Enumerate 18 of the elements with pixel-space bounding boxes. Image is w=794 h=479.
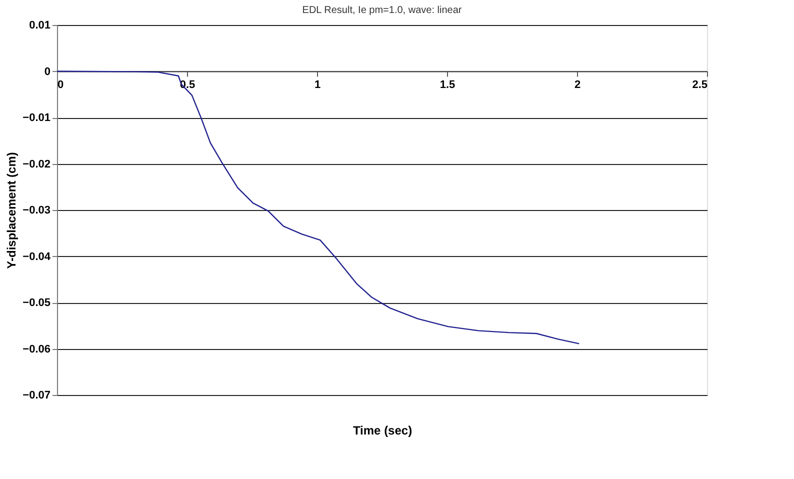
y-tick-label: 0.01 [29,20,50,32]
y-tick-label: −0.06 [22,343,50,356]
y-tick-label: 0 [44,66,50,78]
y-tick-label: −0.03 [22,204,50,216]
x-tick-label: 2 [574,78,581,91]
y-tick-label: −0.01 [22,112,50,124]
y-axis-title: Y-displacement (cm) [4,152,19,269]
y-tick-label: −0.02 [22,158,50,170]
x-tick-label: 1 [314,78,321,91]
y-tick-label: −0.07 [22,390,50,402]
y-tick-label: −0.04 [22,250,52,263]
x-axis-title: Time (sec) [352,424,412,438]
chart-title: EDL Result, Ie pm=1.0, wave: linear [302,5,462,16]
x-tick-label: 0 [58,78,64,91]
x-tick-label: 1.5 [440,78,456,91]
x-tick-label: 2.5 [692,78,708,91]
y-tick-label: −0.05 [22,297,50,309]
line-series [56,70,580,344]
